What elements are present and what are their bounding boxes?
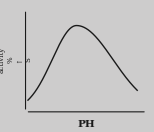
- Text: Enzyme
activity
%
↑
S: Enzyme activity % ↑ S: [0, 46, 33, 74]
- Text: PH: PH: [77, 120, 95, 129]
